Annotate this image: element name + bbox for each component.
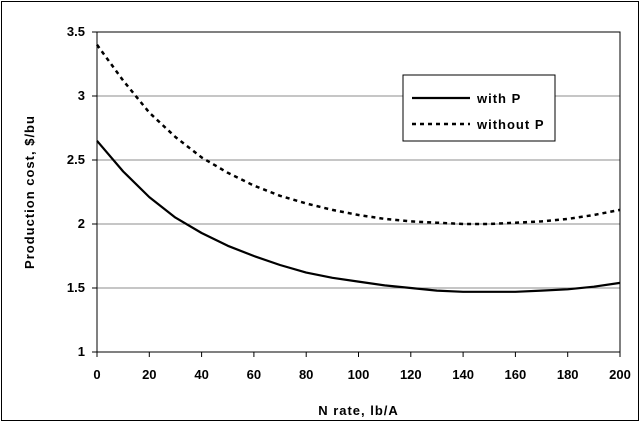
x-axis-title: N rate, lb/A bbox=[318, 403, 399, 418]
x-tick-label: 200 bbox=[609, 367, 631, 382]
x-tick-label: 160 bbox=[505, 367, 527, 382]
series-line-with-p bbox=[96, 140, 621, 293]
x-tick-label: 120 bbox=[400, 367, 422, 382]
legend-label-with-p: with P bbox=[476, 91, 521, 106]
y-tick-label: 1 bbox=[78, 344, 85, 359]
y-tick-label: 2.5 bbox=[67, 152, 85, 167]
x-tick-label: 40 bbox=[194, 367, 208, 382]
y-tick-label: 2 bbox=[78, 216, 85, 231]
y-axis-title: Production cost, $/bu bbox=[22, 115, 37, 269]
y-tick-label: 1.5 bbox=[67, 280, 85, 295]
legend-label-without-p: without P bbox=[476, 117, 545, 132]
x-tick-label: 140 bbox=[452, 367, 474, 382]
x-tick-label: 100 bbox=[348, 367, 370, 382]
y-tick-labels: 1 1.5 2 2.5 3 3.5 bbox=[67, 24, 85, 359]
y-tick-label: 3 bbox=[78, 88, 85, 103]
x-tick-label: 80 bbox=[299, 367, 313, 382]
x-tick-label: 60 bbox=[247, 367, 261, 382]
series-line-without-p bbox=[95, 44, 621, 226]
gridlines bbox=[97, 31, 620, 289]
y-tick-label: 3.5 bbox=[67, 24, 85, 39]
x-tick-label: 20 bbox=[142, 367, 156, 382]
x-tick-label: 0 bbox=[93, 367, 100, 382]
legend: with P without P bbox=[402, 74, 556, 142]
x-tick-labels: 0 20 40 60 80 100 120 140 160 180 200 bbox=[93, 367, 630, 382]
series-lines bbox=[95, 44, 621, 293]
legend-box bbox=[402, 74, 556, 142]
x-tick-label: 180 bbox=[557, 367, 579, 382]
tick-marks bbox=[92, 31, 621, 357]
